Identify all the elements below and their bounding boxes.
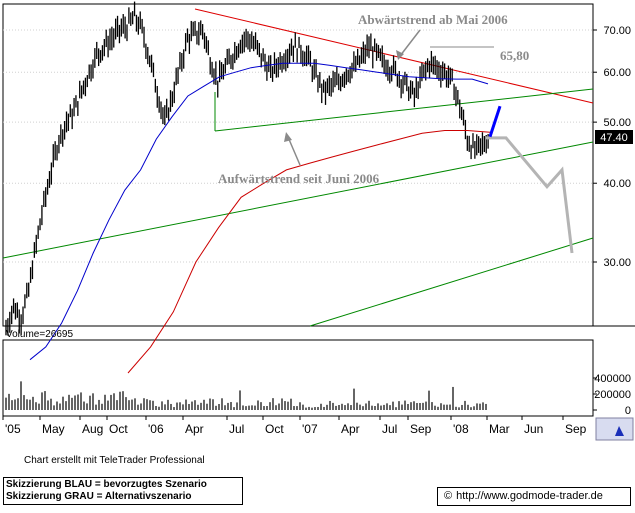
uptrend-label: Aufwärtstrend seit Juni 2006: [218, 171, 380, 186]
time-tick-label: Sep: [565, 422, 587, 436]
volume-tick-label: 400000: [594, 373, 631, 385]
uptrend-line: [214, 88, 594, 132]
credit-text: Chart erstellt mit TeleTrader Profession…: [24, 455, 205, 466]
time-tick-label: Oct: [265, 422, 284, 436]
volume-axis: 400000 200000 0: [593, 373, 631, 417]
price-panel: [2, 3, 594, 327]
time-tick-label: Jul: [382, 422, 397, 436]
downtrend-arrow-shaft: [399, 29, 421, 57]
time-tick-label: Apr: [341, 422, 360, 436]
last-price-label: 47.40: [600, 132, 628, 144]
volume-label: Volume=26695: [6, 329, 73, 340]
scroll-arrow-icon[interactable]: [615, 426, 624, 436]
moving-average-red: [127, 130, 491, 374]
price-tick-label: 40.00: [603, 178, 631, 190]
scenario-grey-path: [486, 136, 574, 254]
price-tick-label: 50.00: [603, 117, 631, 129]
uptrend-arrow-head: [284, 132, 292, 142]
last-price-box: [595, 130, 633, 144]
volume-tick-label: 0: [625, 405, 631, 417]
time-tick-label: '06: [148, 422, 164, 436]
trendlines: [2, 8, 594, 327]
price-tick-label: 70.00: [603, 25, 631, 37]
legend-blue-text: Skizzierung BLAU = bevorzugtes Szenario: [6, 479, 207, 490]
scenario-blue-path: [488, 105, 502, 138]
time-tick-label: Aug: [82, 422, 103, 436]
time-tick-label: Jun: [524, 422, 543, 436]
url-box[interactable]: © http://www.godmode-trader.de: [437, 487, 631, 506]
resistance-value-label: 65,80: [500, 48, 529, 63]
scenario-legend: Skizzierung BLAU = bevorzugtes Szenario …: [3, 477, 243, 505]
volume-panel: [2, 339, 594, 417]
time-tick-label: Oct: [109, 422, 128, 436]
time-tick-label: May: [42, 422, 65, 436]
time-axis: '05 May Aug Oct '06 Apr Jul Oct '07 Apr Jul Sep '08 M…: [2, 415, 593, 436]
time-tick-label: '07: [302, 422, 318, 436]
volume-bars: [5, 381, 487, 410]
scroll-corner[interactable]: [595, 417, 634, 441]
time-tick-label: Jul: [229, 422, 244, 436]
downtrend-label: Abwärtstrend ab Mai 2006: [358, 12, 508, 27]
price-tick-label: 30.00: [603, 257, 631, 269]
long-uptrend-line: [2, 141, 594, 259]
volume-tick-label: 200000: [594, 389, 631, 401]
price-tick-label: 60.00: [603, 67, 631, 79]
lower-channel-line: [309, 237, 594, 327]
price-candles: [5, 1, 489, 336]
time-tick-label: '08: [453, 422, 469, 436]
time-tick-label: Apr: [185, 422, 204, 436]
price-axis: 70.00 60.00 50.00 40.00 30.00: [593, 25, 631, 269]
url-text[interactable]: http://www.godmode-trader.de: [456, 490, 603, 502]
uptrend-arrow-shaft: [287, 136, 301, 166]
copyright-icon: ©: [444, 490, 453, 502]
moving-average-blue: [29, 62, 489, 361]
legend-grey-text: Skizzierung GRAU = Alternativszenario: [6, 491, 192, 502]
time-tick-label: '05: [5, 422, 21, 436]
downtrend-arrow-head: [396, 50, 404, 60]
time-tick-label: Mar: [489, 422, 510, 436]
time-tick-label: Sep: [410, 422, 432, 436]
